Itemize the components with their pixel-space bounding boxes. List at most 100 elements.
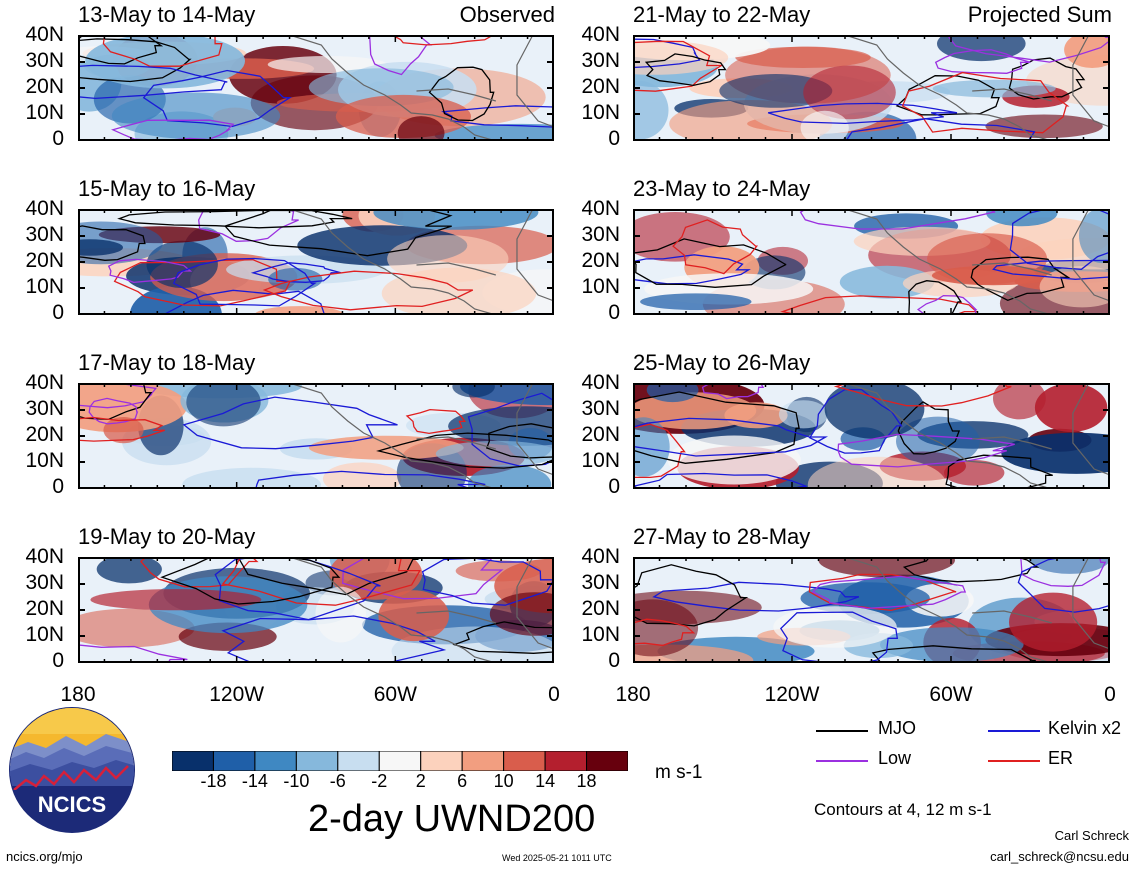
contour-line xyxy=(405,408,467,435)
contour-line xyxy=(78,416,166,442)
africa-coastline xyxy=(1072,209,1110,302)
colorbar-tick-label: 2 xyxy=(415,771,426,791)
coastline xyxy=(844,557,1052,663)
anomaly-shading xyxy=(633,417,670,477)
contour-line xyxy=(78,64,228,100)
lat-label: 30N xyxy=(25,397,64,420)
lat-label: 0 xyxy=(52,301,64,324)
lat-label: 20N xyxy=(581,249,620,272)
coastline xyxy=(844,383,1052,489)
anomaly-shading xyxy=(467,464,552,489)
anomaly-shading xyxy=(434,123,554,141)
contour-line xyxy=(652,581,860,612)
contour-line xyxy=(107,258,193,284)
contour-line xyxy=(391,35,495,46)
lat-label: 40N xyxy=(581,545,620,568)
anomaly-shading xyxy=(800,110,849,141)
panel-title-right-1: 21-May to 22-May xyxy=(633,2,811,27)
colorbar-tick-label: -2 xyxy=(371,771,388,791)
contour-line xyxy=(238,557,420,596)
colorbar-tick-label: 10 xyxy=(493,771,514,791)
colorbar xyxy=(171,750,629,772)
lat-label: 20N xyxy=(581,75,620,98)
anomaly-shading xyxy=(993,383,1046,420)
contour-line xyxy=(644,53,727,87)
colorbar-swatches xyxy=(171,750,629,772)
lat-label: 10N xyxy=(581,449,620,472)
colorbar-swatch xyxy=(171,750,214,772)
contour-line xyxy=(837,433,1015,468)
contour-line xyxy=(223,209,453,257)
colorbar-tick-label: 6 xyxy=(457,771,468,791)
anomaly-shading xyxy=(640,293,752,310)
coastline xyxy=(289,383,496,489)
contour-line xyxy=(767,102,958,125)
contour-line xyxy=(214,557,381,621)
panel-title-left-2: 15-May to 16-May xyxy=(78,176,256,201)
contour-line xyxy=(368,35,433,76)
lat-label: 40N xyxy=(581,197,620,220)
caribbean-islands xyxy=(972,610,1052,624)
lat-label: 30N xyxy=(25,571,64,594)
coastline xyxy=(289,35,496,141)
contour-line xyxy=(908,280,963,315)
footer-email[interactable]: carl_schreck@ncsu.edu xyxy=(990,849,1129,864)
legend-label-mjo: MJO xyxy=(878,718,916,738)
anomaly-shading xyxy=(1039,266,1110,308)
contour-line xyxy=(111,119,235,141)
anomaly-shading xyxy=(96,557,162,584)
contour-line xyxy=(845,118,1036,141)
lat-label: 0 xyxy=(608,301,620,324)
panel-title-right-3: 25-May to 26-May xyxy=(633,350,811,375)
coastline xyxy=(844,35,1052,141)
colorbar-swatch xyxy=(212,750,256,772)
lat-label: 20N xyxy=(581,597,620,620)
footer-timestamp: Wed 2025-05-21 1011 UTC xyxy=(502,853,612,863)
anomaly-shading xyxy=(773,606,897,648)
anomaly-shading xyxy=(381,267,537,315)
contour-line xyxy=(262,270,474,311)
legend: MJO Kelvin x2 Low ER xyxy=(816,718,1131,778)
caribbean-islands xyxy=(416,610,496,624)
coastline xyxy=(844,209,1052,315)
contour-line xyxy=(117,209,353,229)
anomaly-shading xyxy=(778,400,829,429)
footer-url[interactable]: ncics.org/mjo xyxy=(6,849,83,864)
contour-line xyxy=(250,262,342,283)
contour-line xyxy=(160,557,341,605)
contour-line xyxy=(182,396,398,450)
contour-line xyxy=(811,575,967,610)
contour-line xyxy=(902,557,1040,583)
anomaly-shading xyxy=(937,35,1026,62)
legend-swatch-low xyxy=(816,760,868,762)
colorbar-swatch xyxy=(295,750,339,772)
lat-label: 30N xyxy=(25,223,64,246)
colorbar-swatch xyxy=(461,750,505,772)
coastline xyxy=(289,209,496,315)
contour-line xyxy=(934,49,1031,74)
uwnd-map-right-1 xyxy=(633,35,1110,141)
panel-title-left-1: 13-May to 14-May xyxy=(78,2,256,27)
anomaly-shading xyxy=(633,80,669,140)
anomaly-shading xyxy=(397,116,445,141)
contour-line xyxy=(633,254,751,285)
colorbar-swatch xyxy=(420,750,463,772)
anomaly-shading xyxy=(1079,209,1110,264)
lat-label: 30N xyxy=(25,49,64,72)
caribbean-islands xyxy=(416,436,496,450)
lat-label: 0 xyxy=(52,475,64,498)
lat-label: 40N xyxy=(25,371,64,394)
colorbar-tick-label: 18 xyxy=(576,771,597,791)
africa-coastline xyxy=(1072,383,1110,476)
contour-line xyxy=(452,621,554,654)
colorbar-units: m s-1 xyxy=(655,762,703,783)
contour-line xyxy=(916,294,978,315)
lon-label: 0 xyxy=(1104,683,1116,706)
colorbar-tick-label: -14 xyxy=(241,771,268,791)
contour-line xyxy=(221,557,422,606)
anomaly-shading xyxy=(667,435,801,485)
main-title: 2-day UWND200 xyxy=(308,798,596,840)
lat-label: 10N xyxy=(25,449,64,472)
anomaly-shading xyxy=(452,383,495,398)
lon-label: 120W xyxy=(764,683,820,706)
